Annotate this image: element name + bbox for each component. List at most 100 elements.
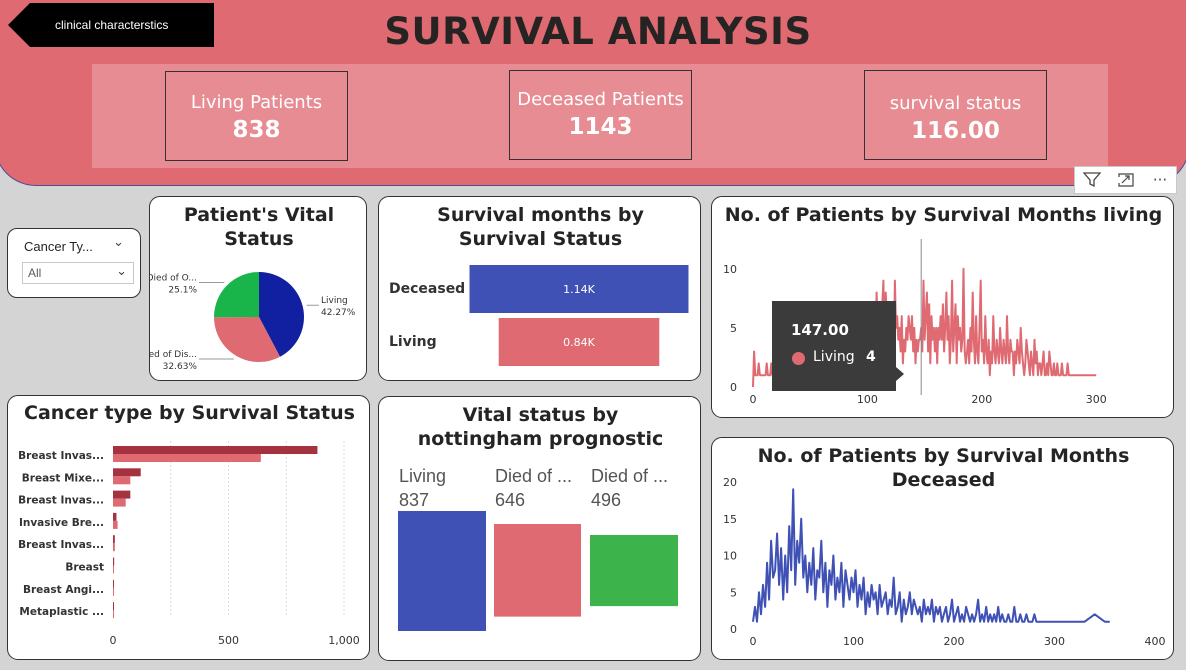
bar [113, 476, 131, 485]
bar [113, 490, 131, 499]
x-tick-label: 300 [1044, 635, 1065, 648]
kpi-card-survival-status: survival status 116.00 [864, 70, 1047, 160]
y-tick-label: 20 [723, 476, 737, 489]
pie-percent: 42.27% [321, 308, 356, 318]
kpi-label: Living Patients [190, 92, 323, 113]
chart-title: No. of Patients by Survival Months Decea… [757, 445, 1130, 491]
x-tick-label: 300 [1086, 393, 1107, 406]
tooltip-legend-dot [792, 352, 805, 365]
x-tick-label: 400 [1145, 635, 1166, 648]
x-tick-label: 0 [110, 634, 117, 647]
x-tick-label: 0 [750, 635, 757, 648]
slicer-dropdown[interactable]: All ⌄ [22, 262, 134, 284]
category-label: Breast Invas... [18, 539, 104, 551]
data-label: 1.14K [563, 283, 595, 296]
chart-title: Survival months by Survival Status [437, 204, 644, 250]
category-label: Metaplastic ... [19, 606, 104, 618]
pie-percent: 32.63% [163, 362, 198, 372]
category-label: Died of ... [591, 466, 668, 486]
bar [469, 265, 689, 313]
focus-mode-icon[interactable] [1109, 167, 1143, 193]
deceased-line-card: No. of Patients by Survival Months Decea… [711, 437, 1174, 660]
tooltip-title: 147.00 [791, 321, 849, 339]
chart-tooltip: 147.00 Living 4 [772, 301, 904, 391]
bar [113, 602, 114, 611]
cancer-type-card: Cancer type by Survival Status Breast In… [7, 395, 370, 660]
category-label: Breast Invas... [18, 495, 104, 507]
category-label: Breast Invas... [18, 450, 104, 462]
nottingham-bar-chart: Living 837 Died of ... 646 Died of ... 496 [398, 466, 678, 631]
kpi-card-deceased: Deceased Patients 1143 [509, 70, 692, 160]
kpi-value: 116.00 [911, 118, 1000, 144]
cancer-type-bar-chart: Breast Invas... Breast Mixe... Breast Inva… [18, 441, 360, 647]
bar [113, 610, 114, 619]
x-tick-label: 1,000 [328, 634, 360, 647]
pie-slice [259, 272, 304, 357]
kpi-label: Deceased Patients [517, 89, 684, 110]
value-label: 837 [399, 490, 429, 510]
chart-title: No. of Patients by Survival Months livin… [724, 204, 1163, 226]
y-tick-label: 15 [723, 513, 737, 526]
bar [113, 565, 114, 574]
kpi-band: Living Patients 838 Deceased Patients 11… [92, 64, 1108, 168]
chevron-down-icon[interactable]: ⌄ [113, 235, 124, 250]
category-label: Breast Angi... [23, 584, 104, 596]
more-options-icon[interactable]: ··· [1152, 171, 1168, 189]
kpi-value: 838 [232, 117, 281, 143]
page-title: SURVIVAL ANALYSIS [384, 10, 812, 53]
y-tick-label: 5 [730, 586, 737, 599]
pie-percent: 25.1% [168, 285, 197, 295]
visual-header-toolbar: ··· [1074, 166, 1177, 194]
pie-slice [214, 272, 259, 318]
survival-months-card: Survival months by Survival Status Decea… [378, 196, 701, 381]
clinical-characteristics-button[interactable]: clinical characterstics [8, 3, 214, 47]
category-label: Living [399, 466, 446, 486]
deceased-line-chart: 20 15 10 5 00 100 200 300 400 [723, 476, 1166, 648]
bar [113, 543, 115, 552]
x-tick-label: 200 [971, 393, 992, 406]
chart-title: Cancer type by Survival Status [24, 402, 355, 424]
category-label: Breast [65, 562, 104, 574]
bar [113, 468, 141, 477]
survival-bar-chart: Deceased 1.14K Living 0.84K [389, 265, 689, 366]
bar [494, 524, 581, 617]
cancer-type-slicer[interactable]: Cancer Ty... ⌄ All ⌄ [7, 228, 141, 298]
bar [398, 511, 486, 631]
filter-icon[interactable] [1075, 167, 1109, 193]
category-label: Breast Mixe... [22, 472, 104, 484]
chevron-down-icon[interactable]: ⌄ [116, 264, 127, 279]
pie-chart: Living 42.27% Died of Dis... 32.63% Died of … [150, 272, 356, 372]
category-label: Living [389, 334, 437, 350]
vital-status-pie-card: Patient's Vital Status Living 42.27% Died … [149, 196, 367, 381]
nottingham-card: Vital status by nottingham prognostic Li… [378, 396, 701, 661]
pie-slice [214, 317, 281, 362]
x-tick-label: 0 [750, 393, 757, 406]
bar [498, 318, 660, 366]
x-tick-label: 100 [843, 635, 864, 648]
chart-title: Vital status by nottingham prognostic [417, 404, 664, 450]
bar [590, 535, 678, 607]
nav-button-label: clinical characterstics [55, 18, 169, 32]
category-label: Died of ... [495, 466, 572, 486]
kpi-card-living: Living Patients 838 [165, 71, 348, 161]
tooltip-label: Living [813, 349, 855, 365]
kpi-label: survival status [889, 93, 1022, 114]
data-label: 0.84K [563, 336, 595, 349]
pie-label: Died of O... [150, 273, 197, 283]
y-tick-label: 5 [730, 322, 737, 335]
bar [113, 512, 117, 521]
x-tick-label: 100 [857, 393, 878, 406]
chart-title: Patient's Vital Status [183, 204, 335, 250]
slicer-selected-value: All [28, 266, 42, 280]
value-label: 646 [495, 490, 525, 510]
bar [113, 557, 115, 566]
x-tick-label: 500 [218, 634, 239, 647]
bar [113, 520, 118, 529]
slicer-label: Cancer Ty... [24, 239, 93, 254]
y-tick-label: 0 [730, 623, 737, 636]
bar [113, 446, 318, 454]
pie-label: Died of Dis... [150, 350, 197, 360]
bar [113, 579, 114, 588]
value-label: 496 [591, 490, 621, 510]
bar [113, 587, 114, 596]
